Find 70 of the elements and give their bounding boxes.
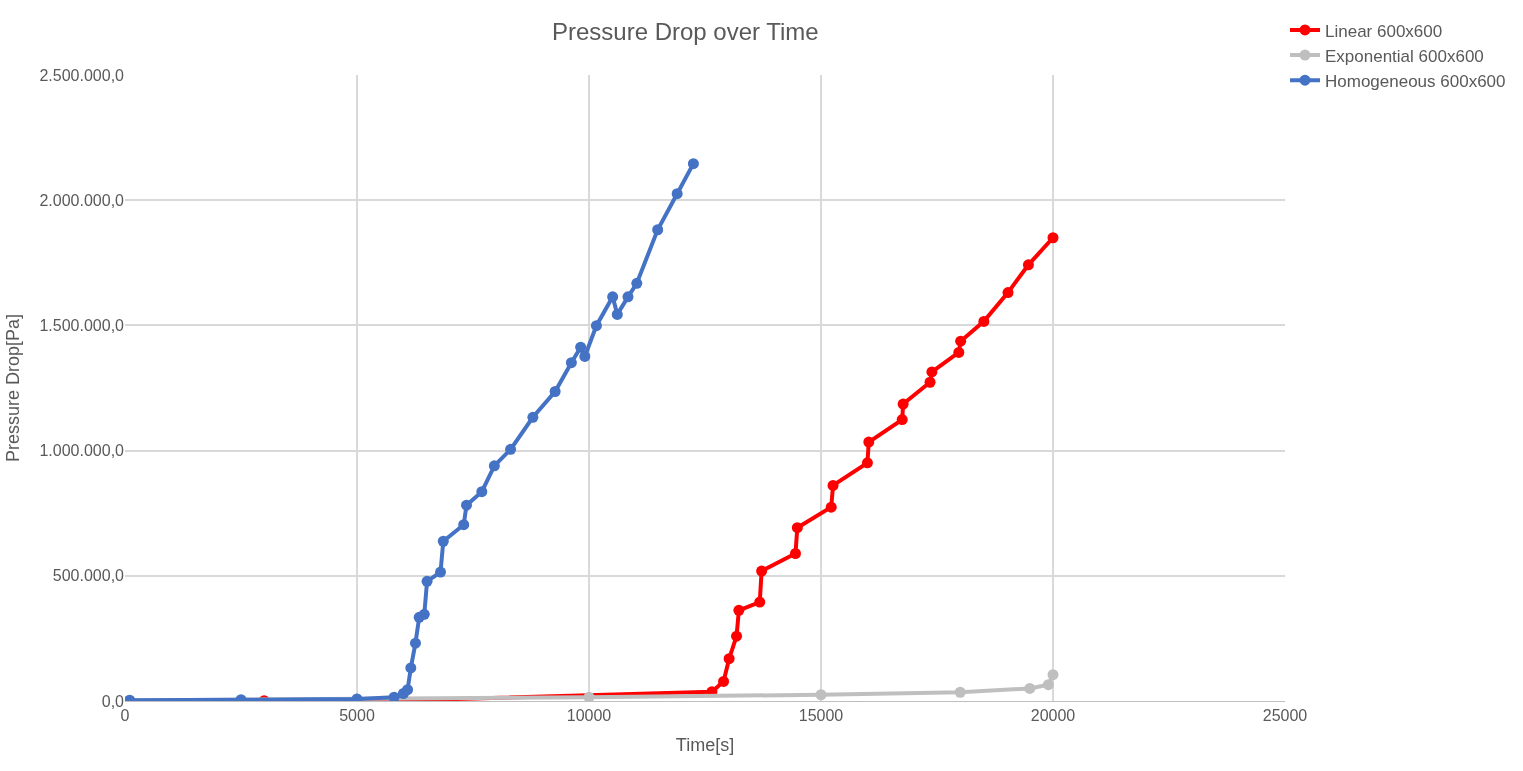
x-tick-label: 20000 xyxy=(1030,707,1076,725)
y-axis-title: Pressure Drop[Pa] xyxy=(2,313,23,463)
point xyxy=(687,158,699,170)
point xyxy=(897,398,909,410)
point xyxy=(1002,287,1014,299)
point xyxy=(978,315,990,327)
point xyxy=(791,522,803,534)
point xyxy=(1024,682,1036,694)
point xyxy=(1047,232,1059,244)
point xyxy=(476,486,488,498)
point xyxy=(631,277,643,289)
y-tick-label: 1.500.000,0 xyxy=(39,317,125,334)
point xyxy=(1022,259,1034,271)
point xyxy=(505,443,517,455)
x-axis-title: Time[s] xyxy=(675,735,735,756)
y-tick-label: 2.000.000,0 xyxy=(39,191,125,209)
point xyxy=(418,608,430,620)
point xyxy=(723,653,735,665)
point xyxy=(388,691,400,701)
point xyxy=(754,596,766,608)
point xyxy=(575,341,587,353)
y-tick-label: 500.000,0 xyxy=(52,567,125,585)
point xyxy=(607,291,619,303)
point xyxy=(953,346,965,358)
x-tick-label: 0 xyxy=(120,707,130,725)
legend-label: Linear 600x600 xyxy=(1325,21,1443,41)
point xyxy=(718,675,730,687)
point xyxy=(756,565,768,577)
x-tick-label: 10000 xyxy=(566,707,612,725)
y-tick-label: 2.500.000,0 xyxy=(39,66,125,84)
x-tick-label: 5000 xyxy=(339,707,375,725)
point xyxy=(565,357,577,369)
point xyxy=(583,691,595,701)
x-tick-label: 25000 xyxy=(1262,707,1308,725)
point xyxy=(731,630,743,642)
point xyxy=(825,501,837,513)
point xyxy=(402,684,414,696)
point xyxy=(437,535,449,547)
point xyxy=(671,188,683,200)
point xyxy=(1042,679,1054,691)
point xyxy=(926,366,938,378)
point xyxy=(955,335,967,347)
point xyxy=(815,689,827,701)
legend-label: Exponential 600x600 xyxy=(1325,46,1484,66)
point xyxy=(896,414,908,426)
point xyxy=(590,320,602,332)
point xyxy=(924,376,936,388)
legend-label: Homogeneous 600x600 xyxy=(1325,71,1506,91)
point xyxy=(1047,669,1059,681)
point xyxy=(863,436,875,448)
point xyxy=(789,548,801,560)
point xyxy=(405,662,417,674)
point xyxy=(409,637,421,649)
point xyxy=(527,411,539,423)
point xyxy=(421,575,433,587)
point xyxy=(954,686,966,698)
x-tick-label: 15000 xyxy=(798,707,844,725)
point xyxy=(458,519,470,531)
point xyxy=(652,224,664,236)
point xyxy=(827,479,839,491)
y-tick-label: 1.000.000,0 xyxy=(39,442,125,460)
point xyxy=(622,291,634,303)
point xyxy=(733,604,745,616)
chart-title: Pressure Drop over Time xyxy=(551,17,819,45)
point xyxy=(488,460,500,472)
point xyxy=(549,386,561,398)
point xyxy=(461,499,472,511)
point xyxy=(435,566,447,578)
y-tick-label: 0,0 xyxy=(101,692,125,710)
point xyxy=(861,457,873,469)
